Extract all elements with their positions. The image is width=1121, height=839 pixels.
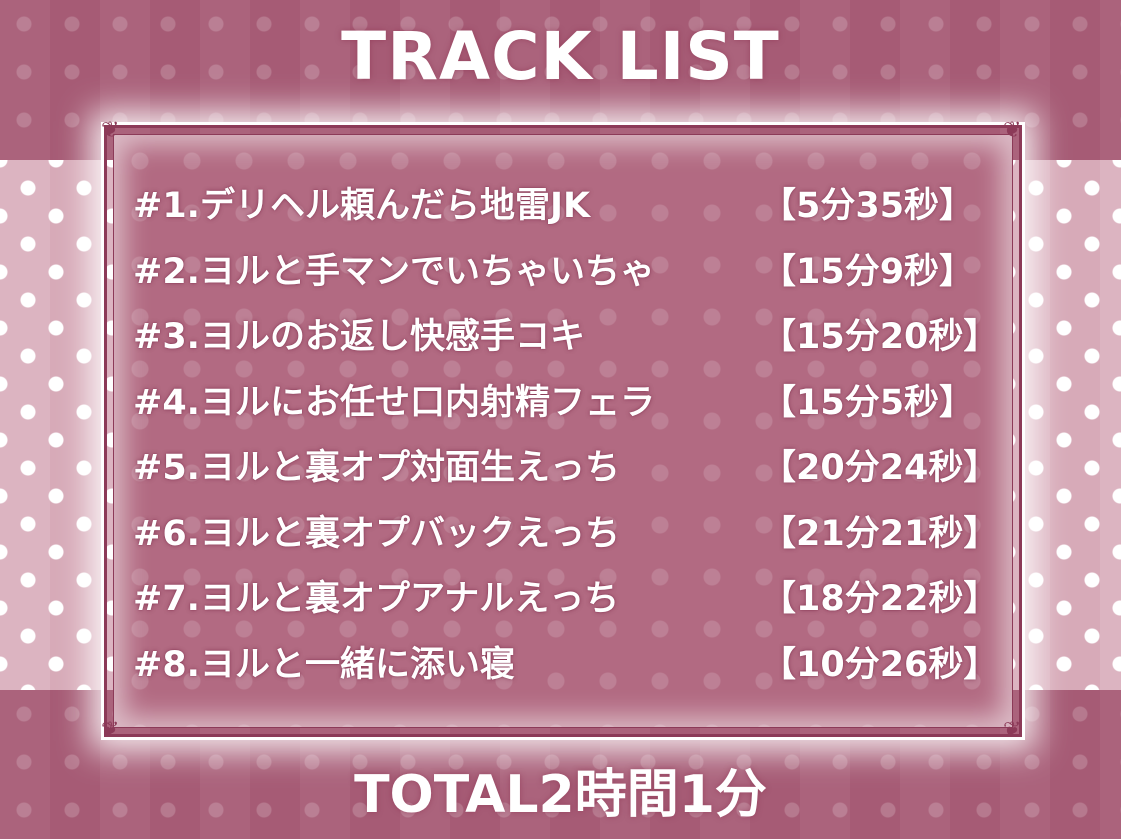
track-list-panel xyxy=(113,134,1013,728)
track-duration: 【15分5秒】 xyxy=(761,382,975,423)
track-name: #2.ヨルと手マンでいちゃいちゃ xyxy=(133,251,655,292)
background-top-band xyxy=(0,0,1121,160)
track-list-frame: ❦ ❦ ❦ ❦ xyxy=(101,120,1022,742)
track-name: #3.ヨルのお返し快感手コキ xyxy=(133,317,585,358)
ornament-corner-icon: ❦ xyxy=(1003,718,1022,743)
track-name: #8.ヨルと一緒に添い寝 xyxy=(133,644,515,685)
track-row: #2.ヨルと手マンでいちゃいちゃ 【15分9秒】 xyxy=(133,236,1003,302)
track-name: #5.ヨルと裏オプ対面生えっち xyxy=(133,448,620,489)
track-row: #3.ヨルのお返し快感手コキ 【15分20秒】 xyxy=(133,301,1003,367)
track-duration: 【15分20秒】 xyxy=(761,317,999,358)
track-duration: 【15分9秒】 xyxy=(761,251,975,292)
track-name: #1.デリヘル頼んだら地雷JK xyxy=(133,186,591,227)
track-duration: 【21分21秒】 xyxy=(761,513,999,554)
track-row: #6.ヨルと裏オプバックえっち 【21分21秒】 xyxy=(133,498,1003,564)
total-duration: TOTAL2時間1分 xyxy=(354,765,767,825)
track-name: #7.ヨルと裏オプアナルえっち xyxy=(133,579,620,620)
ornament-corner-icon: ❦ xyxy=(101,118,120,143)
track-row: #5.ヨルと裏オプ対面生えっち 【20分24秒】 xyxy=(133,432,1003,498)
page-title: TRACK LIST xyxy=(341,18,780,95)
track-row: #1.デリヘル頼んだら地雷JK 【5分35秒】 xyxy=(133,170,1003,236)
track-row: #4.ヨルにお任せ口内射精フェラ 【15分5秒】 xyxy=(133,367,1003,433)
track-duration: 【5分35秒】 xyxy=(761,186,975,227)
track-duration: 【18分22秒】 xyxy=(761,579,999,620)
track-duration: 【20分24秒】 xyxy=(761,448,999,489)
track-name: #6.ヨルと裏オプバックえっち xyxy=(133,513,620,554)
track-duration: 【10分26秒】 xyxy=(761,644,999,685)
track-name: #4.ヨルにお任せ口内射精フェラ xyxy=(133,382,655,423)
ornament-corner-icon: ❦ xyxy=(1003,118,1022,143)
track-row: #8.ヨルと一緒に添い寝 【10分26秒】 xyxy=(133,629,1003,695)
track-list: #1.デリヘル頼んだら地雷JK 【5分35秒】 #2.ヨルと手マンでいちゃいちゃ【… xyxy=(133,170,1003,694)
ornament-corner-icon: ❦ xyxy=(101,718,120,743)
track-row: #7.ヨルと裏オプアナルえっち 【18分22秒】 xyxy=(133,563,1003,629)
